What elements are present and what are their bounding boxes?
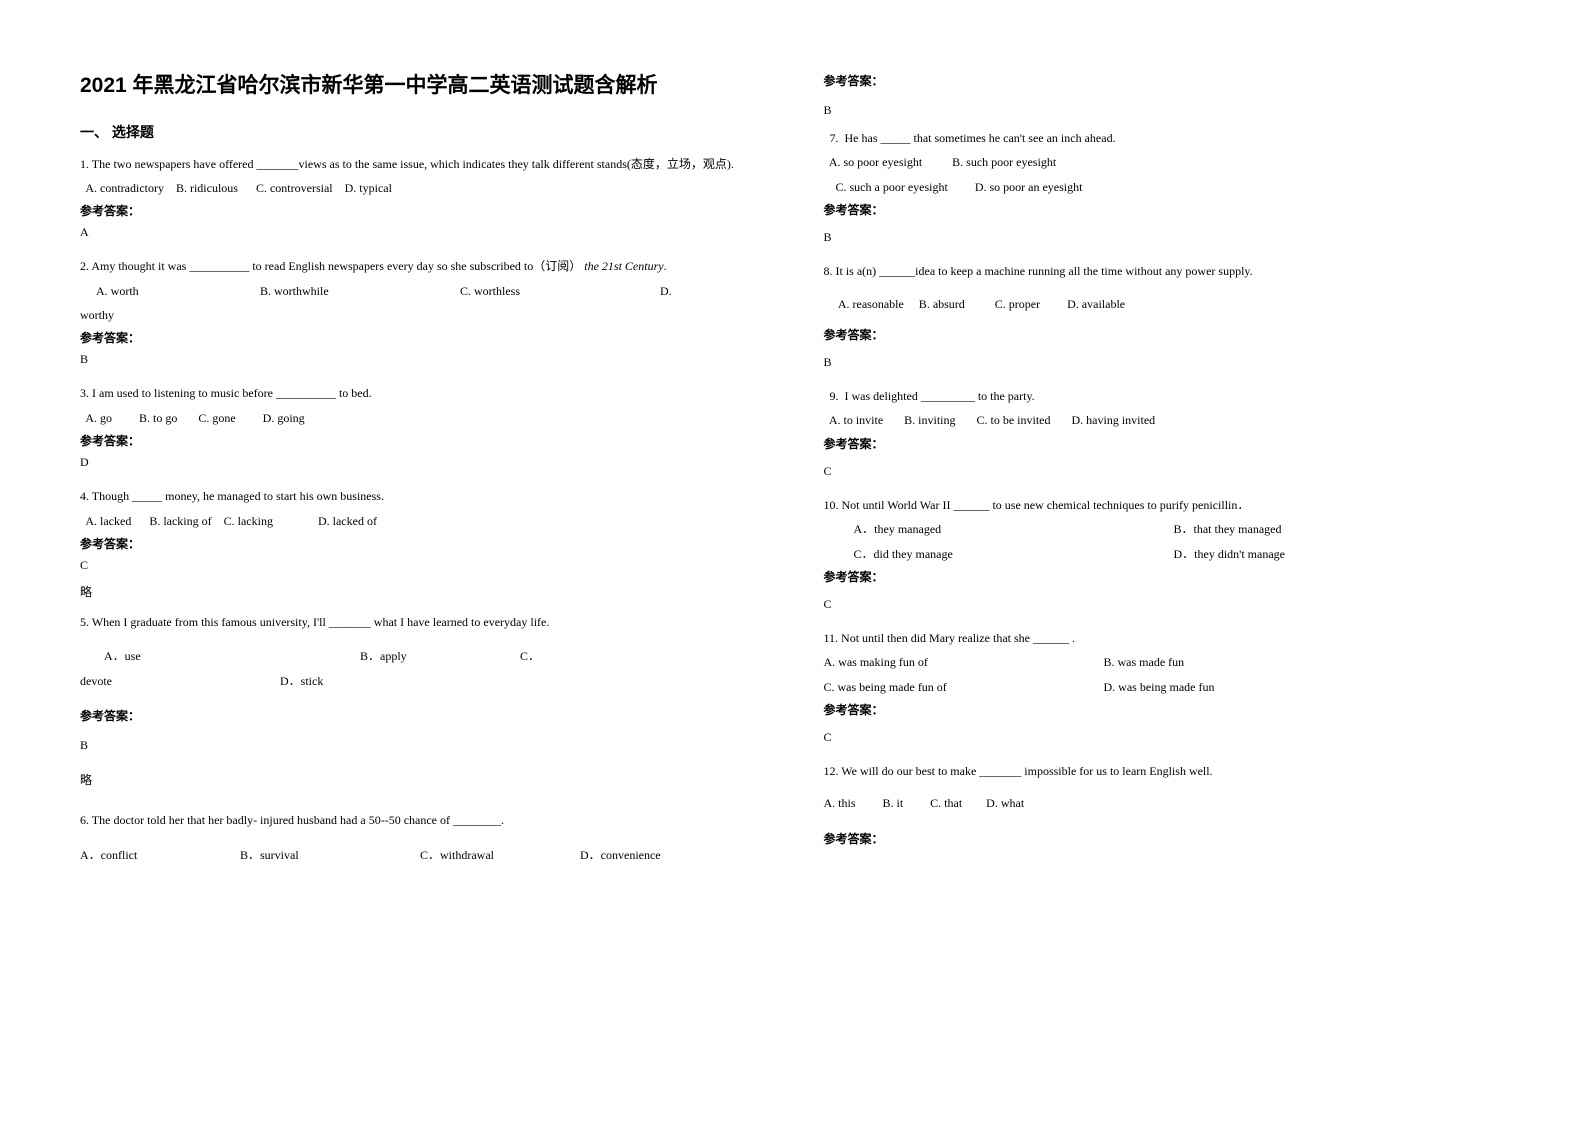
question-choices-line1: A. so poor eyesight B. such poor eyesigh…	[824, 152, 1508, 172]
answer-label: 参考答案：	[824, 568, 1508, 585]
question-11: 11. Not until then did Mary realize that…	[824, 628, 1508, 755]
answer-value: B	[824, 103, 1508, 118]
answer-value: B	[80, 738, 764, 753]
answer-value: C	[824, 730, 1508, 745]
question-choices: A. reasonable B. absurd C. proper D. ava…	[824, 294, 1508, 314]
choice-b: B. worthwhile	[260, 281, 460, 301]
question-10: 10. Not until World War II ______ to use…	[824, 495, 1508, 622]
choice-c: C. worthless	[460, 281, 660, 301]
choice-d: D. was being made fun	[1104, 677, 1215, 697]
choice-a: A．they managed	[854, 519, 1174, 539]
question-5: 5. When I graduate from this famous univ…	[80, 612, 764, 794]
answer-label: 参考答案：	[80, 707, 764, 724]
choice-c-text: devote	[80, 671, 280, 691]
question-choices-line2: C. was being made fun of D. was being ma…	[824, 677, 1508, 697]
question-1: 1. The two newspapers have offered _____…	[80, 154, 764, 251]
question-text: 12. We will do our best to make _______ …	[824, 761, 1508, 781]
question-choices-line2: C. such a poor eyesight D. so poor an ey…	[824, 177, 1508, 197]
choice-c: C. was being made fun of	[824, 677, 1104, 697]
choice-b: B．survival	[240, 845, 420, 865]
answer-label: 参考答案：	[80, 202, 764, 219]
choice-d: D．convenience	[580, 845, 661, 865]
question-text: 5. When I graduate from this famous univ…	[80, 612, 764, 632]
answer-label: 参考答案：	[824, 72, 1508, 89]
question-3: 3. I am used to listening to music befor…	[80, 383, 764, 480]
question-choices: A. to invite B. inviting C. to be invite…	[824, 410, 1508, 430]
right-column: 参考答案： B 7. He has _____ that sometimes h…	[824, 70, 1508, 1052]
answer-label: 参考答案：	[824, 701, 1508, 718]
answer-value: B	[80, 352, 764, 367]
question-text-part: 2. Amy thought it was __________ to read…	[80, 259, 581, 273]
question-choices: A. lacked B. lacking of C. lacking D. la…	[80, 511, 764, 531]
question-4: 4. Though _____ money, he managed to sta…	[80, 486, 764, 606]
answer-label: 参考答案：	[80, 432, 764, 449]
question-text: 11. Not until then did Mary realize that…	[824, 628, 1508, 648]
question-text: 7. He has _____ that sometimes he can't …	[824, 128, 1508, 148]
left-column: 2021 年黑龙江省哈尔滨市新华第一中学高二英语测试题含解析 一、 选择题 1.…	[80, 70, 764, 1052]
choice-d: D．they didn't manage	[1174, 544, 1285, 564]
question-text: 1. The two newspapers have offered _____…	[80, 154, 764, 174]
question-2: 2. Amy thought it was __________ to read…	[80, 256, 764, 377]
question-12: 12. We will do our best to make _______ …	[824, 761, 1508, 847]
question-text: 10. Not until World War II ______ to use…	[824, 495, 1508, 515]
section-header: 一、 选择题	[80, 122, 764, 142]
answer-label: 参考答案：	[824, 326, 1508, 343]
choice-d: D．stick	[280, 671, 323, 691]
question-choices-line1: A．they managed B．that they managed	[824, 519, 1508, 539]
period: .	[664, 259, 667, 273]
question-choices: A．conflict B．survival C．withdrawal D．con…	[80, 845, 764, 865]
question-text: 2. Amy thought it was __________ to read…	[80, 256, 764, 276]
choice-a: A. worth	[80, 281, 260, 301]
document-title: 2021 年黑龙江省哈尔滨市新华第一中学高二英语测试题含解析	[80, 70, 764, 102]
question-choices-line1: A．use B．apply C．	[80, 646, 764, 666]
choice-a: A．use	[80, 646, 360, 666]
question-text: 3. I am used to listening to music befor…	[80, 383, 764, 403]
note-text: 略	[80, 583, 764, 600]
choice-d-letter: D.	[660, 281, 672, 301]
question-choices-line2: devote D．stick	[80, 671, 764, 691]
choice-a: A．conflict	[80, 845, 240, 865]
question-8: 8. It is a(n) ______idea to keep a machi…	[824, 261, 1508, 380]
question-9: 9. I was delighted _________ to the part…	[824, 386, 1508, 489]
answer-value: B	[824, 230, 1508, 245]
choice-d-text: worthy	[80, 305, 764, 325]
answer-value: C	[824, 597, 1508, 612]
answer-label: 参考答案：	[80, 329, 764, 346]
choice-c: C．did they manage	[854, 544, 1174, 564]
question-choices: A. go B. to go C. gone D. going	[80, 408, 764, 428]
choice-a: A. was making fun of	[824, 652, 1104, 672]
answer-label: 参考答案：	[80, 535, 764, 552]
question-choices: A. worth B. worthwhile C. worthless D.	[80, 281, 764, 301]
question-choices: A. this B. it C. that D. what	[824, 793, 1508, 813]
answer-value: C	[824, 464, 1508, 479]
choice-b: B．that they managed	[1174, 519, 1282, 539]
note-text: 略	[80, 771, 764, 788]
question-text: 6. The doctor told her that her badly- i…	[80, 810, 764, 830]
answer-value: A	[80, 225, 764, 240]
question-choices-line2: C．did they manage D．they didn't manage	[824, 544, 1508, 564]
choice-b: B．apply	[360, 646, 520, 666]
question-text: 4. Though _____ money, he managed to sta…	[80, 486, 764, 506]
choice-b: B. was made fun	[1104, 652, 1185, 672]
choice-c-letter: C．	[520, 646, 540, 666]
question-7: 7. He has _____ that sometimes he can't …	[824, 128, 1508, 255]
answer-value: C	[80, 558, 764, 573]
question-choices-line1: A. was making fun of B. was made fun	[824, 652, 1508, 672]
question-choices: A. contradictory B. ridiculous C. contro…	[80, 178, 764, 198]
choice-c: C．withdrawal	[420, 845, 580, 865]
answer-label: 参考答案：	[824, 435, 1508, 452]
answer-value: B	[824, 355, 1508, 370]
answer-label: 参考答案：	[824, 830, 1508, 847]
question-text: 9. I was delighted _________ to the part…	[824, 386, 1508, 406]
question-text-italic: the 21st Century	[584, 259, 663, 273]
answer-value: D	[80, 455, 764, 470]
question-text: 8. It is a(n) ______idea to keep a machi…	[824, 261, 1508, 281]
answer-label: 参考答案：	[824, 201, 1508, 218]
question-6: 6. The doctor told her that her badly- i…	[80, 810, 764, 869]
